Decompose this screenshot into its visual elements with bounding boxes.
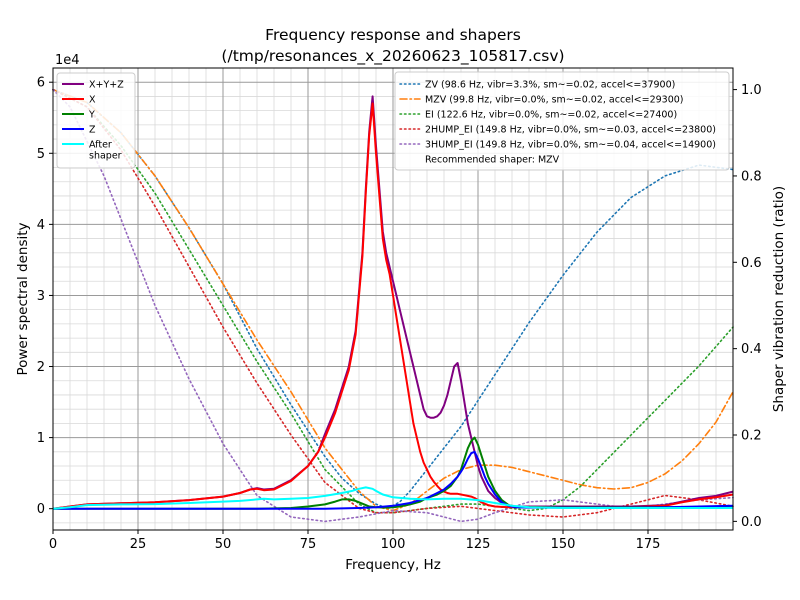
x-tick-label: 25 <box>130 537 147 552</box>
x-axis-label: Frequency, Hz <box>345 557 441 573</box>
axis-ticks: 0 25 50 75 100 125 150 175 0 1 2 3 4 5 6 0.0 0.2 0.4 0.6 0.… <box>37 76 762 552</box>
y-tick-label: 6 <box>37 76 45 91</box>
legend-shaper-label: 3HUMP_EI (149.8 Hz, vibr=0.0%, sm~=0.04,… <box>425 140 716 151</box>
chart-subtitle: (/tmp/resonances_x_20260623_105817.csv) <box>221 47 564 66</box>
legend-psd-label: Z <box>89 125 96 136</box>
legend-shaper-label: 2HUMP_EI (149.8 Hz, vibr=0.0%, sm~=0.03,… <box>425 125 716 136</box>
shaper-line-mzv <box>52 88 734 512</box>
x-tick-label: 50 <box>215 537 232 552</box>
y-axis-label: Power spectral density <box>15 222 31 375</box>
legend-shapers: ZV (98.6 Hz, vibr=3.3%, sm~=0.02, accel<… <box>394 71 730 171</box>
legend-shaper-label: EI (122.6 Hz, vibr=0.0%, sm~=0.02, accel… <box>425 110 677 121</box>
legend-psd-label: Y <box>88 110 95 121</box>
x-tick-label: 175 <box>636 537 661 552</box>
shaper-line-3hump-ei <box>52 88 734 523</box>
y2-axis-label: Shaper vibration reduction (ratio) <box>771 186 787 412</box>
y2-tick-label: 0.8 <box>741 169 762 184</box>
psd-line-after-shaper <box>52 486 733 510</box>
legend-shaper-label: ZV (98.6 Hz, vibr=3.3%, sm~=0.02, accel<… <box>425 80 675 91</box>
y-tick-label: 5 <box>37 147 45 162</box>
y2-tick-label: 0.2 <box>741 429 762 444</box>
x-tick-label: 125 <box>466 537 491 552</box>
y-tick-label: 3 <box>37 289 45 304</box>
y-tick-label: 4 <box>37 218 45 233</box>
legend-psd-label: X+Y+Z <box>89 80 124 91</box>
chart-title: Frequency response and shapers <box>265 26 521 44</box>
legend-shapers-box <box>394 71 730 171</box>
y-tick-label: 2 <box>37 360 45 375</box>
legend-psd-label: X <box>89 95 96 106</box>
psd-lines <box>52 95 734 510</box>
legend-shaper-label: MZV (99.8 Hz, vibr=0.0%, sm~=0.02, accel… <box>425 95 684 106</box>
x-tick-label: 75 <box>300 537 317 552</box>
x-tick-label: 150 <box>551 537 576 552</box>
recommended-shaper-label: Recommended shaper: MZV <box>425 155 560 166</box>
y-offset-label: 1e4 <box>55 53 80 68</box>
y2-tick-label: 0.6 <box>741 256 762 271</box>
y2-tick-label: 0.0 <box>741 515 762 530</box>
legend-psd-label: After <box>89 140 112 151</box>
x-tick-label: 0 <box>49 537 57 552</box>
y2-tick-label: 1.0 <box>741 83 762 98</box>
legend-psd-label: shaper <box>89 151 122 162</box>
y2-tick-label: 0.4 <box>741 342 762 357</box>
y-tick-label: 1 <box>37 431 45 446</box>
x-tick-label: 100 <box>381 537 406 552</box>
psd-line-x <box>52 102 734 510</box>
y-tick-label: 0 <box>37 502 45 517</box>
